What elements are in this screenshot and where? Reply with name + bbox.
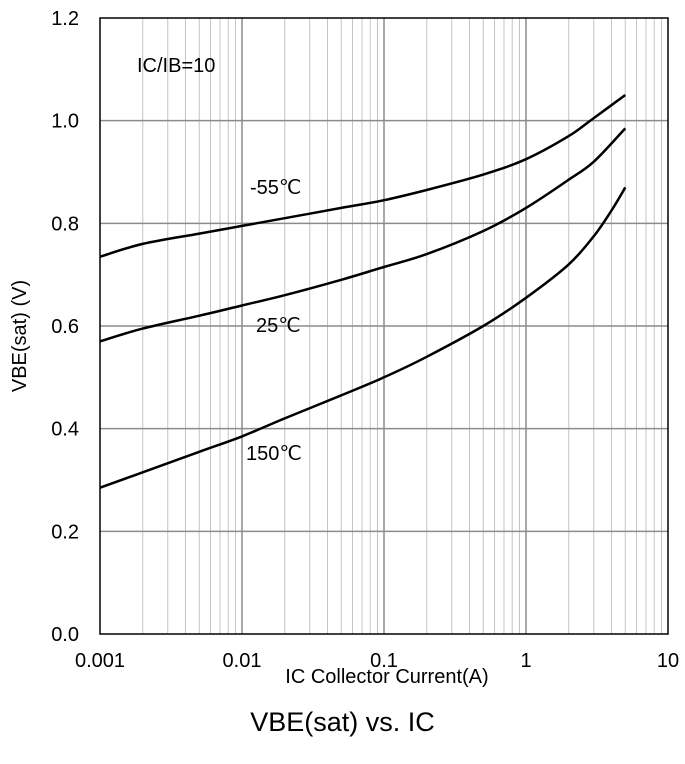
y-tick-label: 1.0 [51,111,79,133]
series-label-25c: 25℃ [256,315,301,337]
y-tick-label: 0.6 [51,316,79,338]
x-tick-label: 1 [520,650,531,672]
x-tick-label: 0.1 [370,650,398,672]
x-tick-label: 10 [657,650,679,672]
y-axis-label: VBE(sat) (V) [9,280,31,392]
series-150c-line [99,186,627,489]
y-tick-label: 0.0 [51,624,79,646]
y-tick-label: 0.4 [51,419,79,441]
x-tick-labels: 0.001 0.01 0.1 1 10 [75,650,679,672]
chart-canvas: 0.001 0.01 0.1 1 10 0.0 0.2 0.4 0.6 0.8 1.0 1.2 -5… [9,8,679,688]
chart-title: VBE(sat) vs. IC [250,707,435,737]
x-tick-label: 0.01 [223,650,262,672]
y-tick-label: 0.2 [51,521,79,543]
series-label-minus55c: -55℃ [250,177,301,199]
series-minus55c-line [99,93,627,258]
x-axis-label: IC Collector Current(A) [285,666,488,688]
series-layer [99,93,627,489]
series-labels: -55℃ 25℃ 150℃ [246,177,302,465]
x-tick-label: 0.001 [75,650,125,672]
plot-frame [99,17,669,635]
series-label-150c: 150℃ [246,443,302,465]
y-tick-label: 1.2 [51,8,79,30]
major-gridlines [100,18,668,634]
series-25c-line [99,127,627,343]
y-tick-labels: 0.0 0.2 0.4 0.6 0.8 1.0 1.2 [51,8,79,646]
y-tick-label: 0.8 [51,213,79,235]
ratio-annotation: IC/IB=10 [137,55,215,77]
